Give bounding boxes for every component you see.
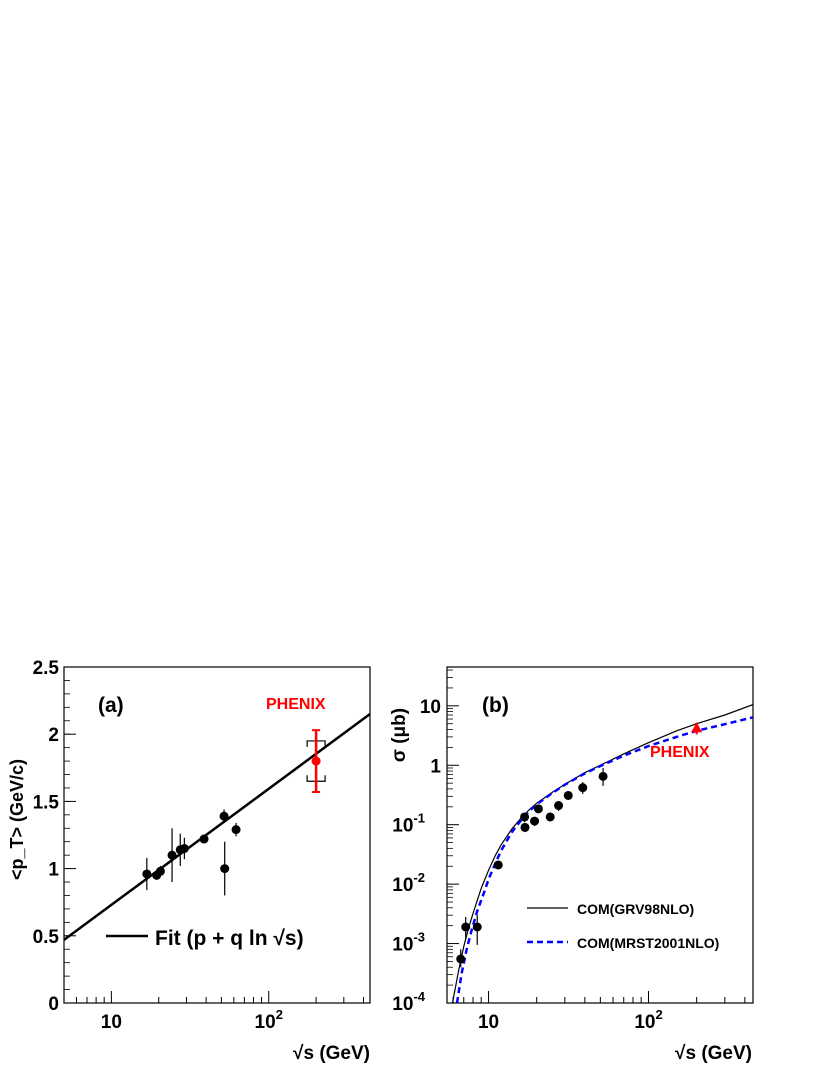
a-y-tick-label: 0 bbox=[48, 994, 59, 1015]
b-y-tick-label: 10-2 bbox=[392, 870, 425, 896]
panel-a-phenix-annotation: PHENIX bbox=[266, 696, 326, 713]
a-y-tick-label: 0.5 bbox=[33, 927, 60, 948]
b-marker bbox=[456, 954, 466, 964]
a-y-tick-label: 1.5 bbox=[33, 792, 60, 813]
a-data-point bbox=[220, 841, 230, 896]
b-marker bbox=[533, 804, 543, 814]
panel-a-label: (a) bbox=[98, 694, 124, 717]
b-x-tick-label: 102 bbox=[634, 1007, 662, 1033]
a-data-point bbox=[219, 809, 229, 823]
panel-a-y-axis-title: <p_T> (GeV/c) bbox=[7, 759, 27, 880]
a-phenix-point bbox=[306, 729, 326, 793]
a-marker bbox=[179, 843, 189, 853]
b-phenix-point bbox=[691, 722, 703, 735]
a-data-point bbox=[231, 822, 241, 837]
a-data-point bbox=[179, 837, 189, 860]
b-marker bbox=[563, 790, 573, 800]
b-data-point bbox=[563, 790, 573, 800]
a-marker bbox=[142, 869, 152, 879]
panel-a-frame bbox=[63, 666, 371, 1004]
panel-b-label: (b) bbox=[482, 694, 509, 717]
a-marker bbox=[231, 825, 241, 835]
b-data-point bbox=[493, 860, 503, 870]
a-marker bbox=[167, 850, 177, 860]
a-fit-line bbox=[63, 713, 371, 941]
b-data-point bbox=[554, 801, 564, 811]
b-data-point bbox=[520, 812, 530, 823]
b-y-tick-label: 10-1 bbox=[392, 811, 425, 837]
a-x-tick-label: 102 bbox=[255, 1007, 283, 1033]
a-marker bbox=[199, 834, 209, 844]
b-marker bbox=[530, 816, 540, 826]
b-marker bbox=[598, 771, 608, 781]
panel-b-frame bbox=[446, 666, 754, 1004]
b-y-tick-label: 10 bbox=[420, 697, 441, 718]
b-marker bbox=[545, 812, 555, 822]
b-data-point bbox=[472, 915, 482, 945]
panel-b-y-axis-title: σ (μb) bbox=[389, 708, 410, 762]
panel-b-x-axis-title: √s (GeV) bbox=[675, 1043, 752, 1064]
b-data-point bbox=[533, 804, 543, 814]
panel-a-plot-area bbox=[63, 713, 371, 941]
b-data-point bbox=[530, 816, 540, 827]
a-marker bbox=[311, 756, 321, 766]
panel-b-plot-area bbox=[451, 704, 753, 1003]
panel-a-mean-pt: 0 0.5 1 1.5 2 2.5 10 102 (a) PHENIX Fit (p + q… bbox=[7, 658, 371, 1064]
a-marker bbox=[220, 864, 230, 874]
panel-b-legend-label-grv98: COM(GRV98NLO) bbox=[577, 901, 694, 917]
a-y-tick-label: 2.5 bbox=[33, 658, 60, 679]
b-marker bbox=[472, 922, 482, 932]
panel-b-x-ticks: 10 102 bbox=[452, 991, 746, 1033]
a-data-point bbox=[199, 834, 209, 844]
a-marker bbox=[155, 866, 165, 876]
b-marker bbox=[520, 812, 530, 822]
panel-b-legend-label-mrst2001: COM(MRST2001NLO) bbox=[577, 935, 719, 951]
b-data-point bbox=[545, 812, 555, 822]
panel-b-phenix-annotation: PHENIX bbox=[650, 744, 710, 761]
panel-a-y-ticks: 0 0.5 1 1.5 2 2.5 bbox=[33, 658, 76, 1015]
a-y-tick-label: 1 bbox=[48, 860, 59, 881]
a-x-tick-label: 10 bbox=[101, 1012, 122, 1033]
b-marker bbox=[461, 922, 471, 932]
b-marker bbox=[554, 801, 564, 811]
a-data-point bbox=[167, 828, 177, 883]
b-marker bbox=[520, 822, 530, 832]
b-curve-mrst2001 bbox=[455, 716, 753, 1003]
b-y-tick-label: 10-4 bbox=[392, 989, 425, 1015]
b-data-point bbox=[598, 767, 608, 786]
panel-b-y-ticks: 10-4 10-3 10-2 10-1 1 10 bbox=[392, 669, 459, 1015]
b-data-point bbox=[520, 822, 530, 833]
a-marker bbox=[219, 811, 229, 821]
a-data-point bbox=[142, 857, 152, 891]
a-data-point bbox=[155, 865, 165, 877]
b-curve-grv98 bbox=[451, 704, 753, 1003]
b-marker-triangle bbox=[691, 722, 703, 733]
panel-a-x-ticks: 10 102 bbox=[63, 991, 364, 1033]
b-data-point bbox=[578, 782, 588, 794]
b-data-point bbox=[456, 949, 466, 968]
b-y-tick-label: 1 bbox=[430, 756, 441, 777]
a-y-tick-label: 2 bbox=[48, 725, 59, 746]
b-data-point bbox=[461, 916, 471, 939]
b-y-tick-label: 10-3 bbox=[392, 930, 425, 956]
b-marker bbox=[578, 783, 588, 793]
b-marker bbox=[493, 860, 503, 870]
b-x-tick-label: 10 bbox=[478, 1012, 499, 1033]
panel-b-cross-section: 10-4 10-3 10-2 10-1 1 10 10 102 (b) PHENIX COM… bbox=[389, 666, 754, 1064]
panel-a-x-axis-title: √s (GeV) bbox=[293, 1043, 370, 1064]
panel-a-legend-label: Fit (p + q ln √s) bbox=[155, 927, 304, 950]
